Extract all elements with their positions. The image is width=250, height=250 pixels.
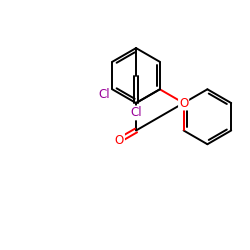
Text: Cl: Cl (98, 88, 110, 101)
Text: O: O (115, 134, 124, 146)
Text: O: O (179, 96, 188, 110)
Text: Cl: Cl (130, 106, 142, 120)
